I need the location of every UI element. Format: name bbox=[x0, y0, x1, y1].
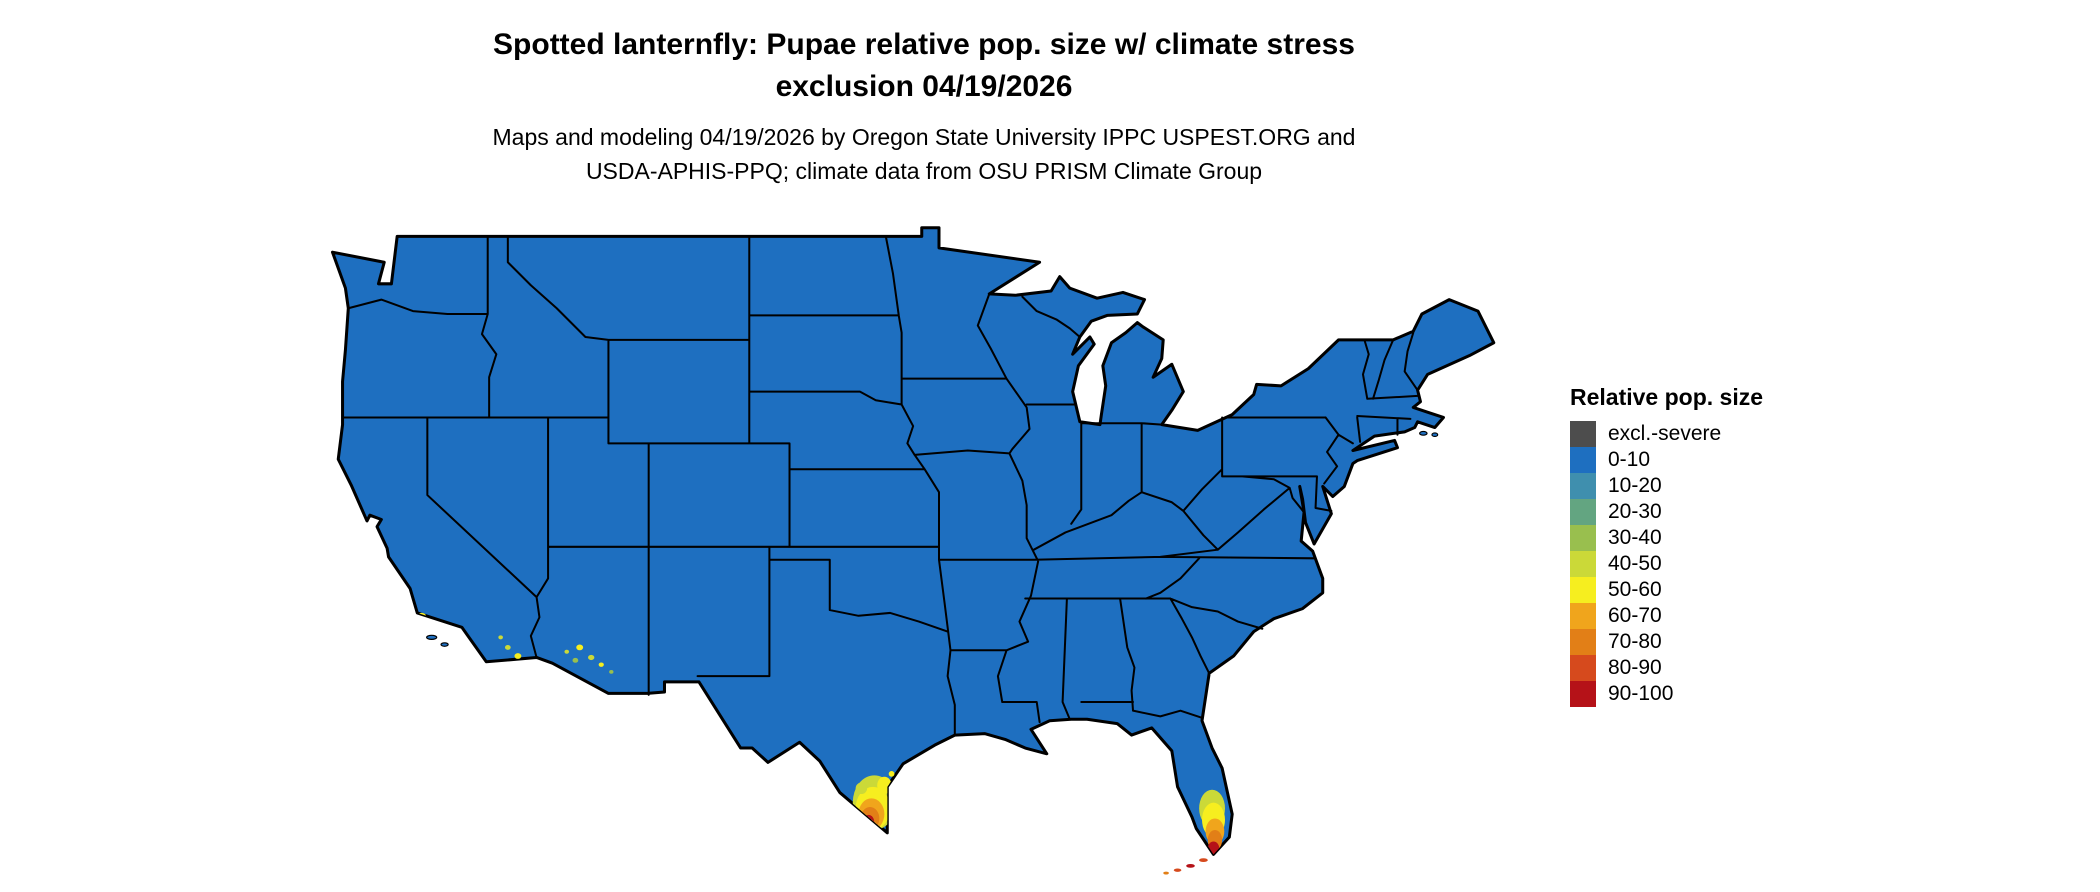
map-subtitle: Maps and modeling 04/19/2026 by Oregon S… bbox=[0, 120, 1848, 188]
legend-item-label: 90-100 bbox=[1608, 682, 1674, 705]
hotspot-blob bbox=[498, 635, 503, 640]
legend-title: Relative pop. size bbox=[1570, 384, 1764, 410]
legend: Relative pop. size excl.-severe 0-10 10-20… bbox=[1570, 384, 1890, 707]
hotspot-blob bbox=[855, 782, 868, 795]
legend-items: excl.-severe 0-10 10-20 20-30 30-40 40-50 50-6… bbox=[1570, 421, 1890, 707]
legend-item: 80-90 bbox=[1570, 655, 1890, 681]
hotspot-south-florida bbox=[1199, 789, 1225, 855]
map-title-line1: Spotted lanternfly: Pupae relative pop. … bbox=[493, 28, 1355, 61]
us-landmass bbox=[330, 226, 1496, 856]
legend-item-label: 20-30 bbox=[1608, 500, 1662, 523]
hotspot-blob bbox=[514, 653, 522, 659]
hotspot-blob bbox=[504, 644, 511, 650]
legend-item-label: 10-20 bbox=[1608, 474, 1662, 497]
offshore-islands-group bbox=[426, 430, 1439, 647]
legend-item: 10-20 bbox=[1570, 473, 1890, 499]
florida-key-island bbox=[1163, 871, 1169, 875]
florida-key-island bbox=[1186, 864, 1195, 868]
florida-key-island bbox=[1173, 868, 1182, 872]
hotspot-blob bbox=[465, 648, 473, 655]
legend-swatch bbox=[1570, 577, 1596, 603]
legend-swatch bbox=[1570, 447, 1596, 473]
hotspot-blob bbox=[446, 627, 455, 636]
hotspot-blob bbox=[525, 660, 531, 666]
hotspot-blob bbox=[572, 657, 579, 663]
legend-swatch bbox=[1570, 603, 1596, 629]
hotspot-blob bbox=[576, 644, 584, 651]
state-borders bbox=[341, 235, 1419, 737]
legend-item: 70-80 bbox=[1570, 629, 1890, 655]
map-title-line2: exclusion 04/19/2026 bbox=[775, 70, 1073, 103]
legend-item: 60-70 bbox=[1570, 603, 1890, 629]
legend-swatch bbox=[1570, 421, 1596, 447]
island bbox=[426, 634, 438, 640]
legend-item: 50-60 bbox=[1570, 577, 1890, 603]
legend-item: 90-100 bbox=[1570, 681, 1890, 707]
legend-item-label: 0-10 bbox=[1608, 448, 1651, 471]
legend-item: 20-30 bbox=[1570, 499, 1890, 525]
hotspot-blob bbox=[564, 649, 570, 654]
island bbox=[440, 642, 449, 647]
hotspot-blob bbox=[888, 771, 895, 777]
map-title: Spotted lanternfly: Pupae relative pop. … bbox=[0, 24, 1848, 108]
island bbox=[1431, 432, 1439, 438]
map-subtitle-line1: Maps and modeling 04/19/2026 by Oregon S… bbox=[492, 124, 1356, 150]
legend-swatch bbox=[1570, 681, 1596, 707]
hotspot-blob bbox=[598, 662, 604, 667]
florida-keys-group bbox=[1163, 858, 1208, 875]
legend-item: excl.-severe bbox=[1570, 421, 1890, 447]
legend-swatch bbox=[1570, 525, 1596, 551]
map-subtitle-line2: USDA-APHIS-PPQ; climate data from OSU PR… bbox=[585, 158, 1263, 184]
legend-item-label: 50-60 bbox=[1608, 578, 1662, 601]
legend-item-label: 40-50 bbox=[1608, 552, 1662, 575]
us-map-svg bbox=[330, 226, 1496, 875]
hotspot-blob bbox=[456, 638, 465, 645]
hotspot-southern-arizona bbox=[564, 644, 614, 674]
legend-swatch bbox=[1570, 551, 1596, 577]
legend-item-label: 60-70 bbox=[1608, 604, 1662, 627]
hotspot-blob bbox=[588, 654, 595, 661]
us-map bbox=[298, 216, 1534, 892]
legend-item: 0-10 bbox=[1570, 447, 1890, 473]
hotspot-blob bbox=[473, 655, 480, 660]
legend-swatch bbox=[1570, 473, 1596, 499]
legend-item: 30-40 bbox=[1570, 525, 1890, 551]
legend-swatch bbox=[1570, 629, 1596, 655]
florida-key-island bbox=[1199, 858, 1208, 862]
legend-item: 40-50 bbox=[1570, 551, 1890, 577]
legend-swatch bbox=[1570, 655, 1596, 681]
legend-item-label: excl.-severe bbox=[1608, 422, 1722, 445]
legend-item-label: 80-90 bbox=[1608, 656, 1662, 679]
legend-item-label: 30-40 bbox=[1608, 526, 1662, 549]
island bbox=[1419, 430, 1428, 436]
legend-item-label: 70-80 bbox=[1608, 630, 1662, 653]
hotspot-blob bbox=[609, 669, 614, 674]
legend-swatch bbox=[1570, 499, 1596, 525]
